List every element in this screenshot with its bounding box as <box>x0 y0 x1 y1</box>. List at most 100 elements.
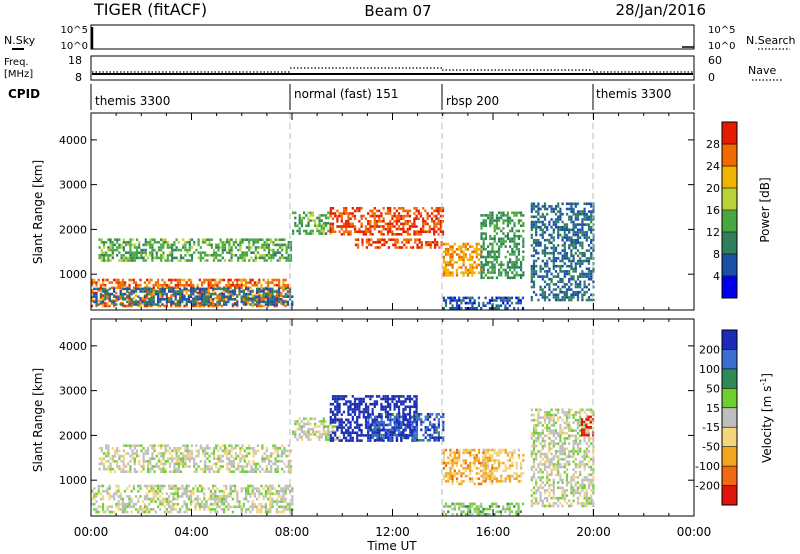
power-cell <box>424 209 427 213</box>
power-cell <box>397 233 401 236</box>
velocity-cell <box>243 454 246 458</box>
velocity-cell <box>329 434 332 437</box>
power-cell <box>587 283 591 286</box>
velocity-cell <box>117 508 120 511</box>
power-cell <box>441 220 445 223</box>
velocity-cell <box>369 397 372 401</box>
power-cell <box>379 246 382 249</box>
velocity-cell <box>269 497 272 501</box>
power-cell <box>385 241 388 244</box>
power-cell <box>532 220 536 224</box>
power-cell <box>314 224 317 228</box>
velocity-cell <box>231 497 234 501</box>
power-cell <box>353 217 357 220</box>
velocity-cell <box>122 470 125 473</box>
power-cell <box>177 248 180 252</box>
velocity-cell <box>469 451 472 454</box>
power-cell <box>230 259 233 262</box>
velocity-cell <box>449 448 452 452</box>
power-cell <box>185 281 188 284</box>
power-cell <box>188 248 191 252</box>
power-cell <box>428 227 431 231</box>
velocity-cell <box>371 431 374 435</box>
velocity-cell <box>179 510 182 514</box>
velocity-cell <box>152 495 155 498</box>
power-cell <box>347 214 350 218</box>
velocity-cell <box>356 434 359 437</box>
power-cell <box>275 303 278 306</box>
velocity-cell <box>378 395 381 398</box>
velocity-cell <box>353 400 357 403</box>
power-cell <box>447 263 450 267</box>
power-cell <box>415 214 418 218</box>
velocity-cell <box>166 444 169 447</box>
power-cell <box>574 283 577 286</box>
power-cell <box>285 248 288 252</box>
power-cell <box>190 290 193 293</box>
power-cell <box>221 241 224 244</box>
power-cell <box>530 207 533 211</box>
power-cell <box>197 238 200 241</box>
power-cell <box>194 295 197 298</box>
power-cell <box>256 241 260 244</box>
power-cell <box>176 281 179 284</box>
power-cell <box>331 217 335 220</box>
velocity-cell <box>105 452 108 455</box>
power-cell <box>585 290 588 294</box>
power-cell <box>124 251 128 254</box>
velocity-cell <box>102 452 106 455</box>
velocity-cell <box>336 428 339 432</box>
velocity-cell <box>371 395 374 398</box>
power-cell <box>289 256 293 260</box>
power-cell <box>289 243 293 247</box>
power-cell <box>475 266 478 269</box>
velocity-cell <box>431 436 434 439</box>
power-cell <box>570 238 573 242</box>
power-cell <box>229 291 232 295</box>
velocity-cell <box>380 418 383 421</box>
velocity-cell <box>248 470 251 473</box>
velocity-cell <box>477 451 481 454</box>
power-cell <box>552 251 555 255</box>
power-cell <box>113 304 116 308</box>
velocity-cell <box>431 413 434 416</box>
velocity-cell <box>422 420 425 424</box>
velocity-cell <box>226 452 229 455</box>
velocity-cell <box>194 497 197 501</box>
power-cell <box>574 280 577 284</box>
power-cell <box>345 230 348 233</box>
velocity-cell <box>411 431 414 434</box>
velocity-cell <box>340 413 343 416</box>
velocity-cell <box>415 405 418 409</box>
velocity-cell <box>212 487 215 490</box>
power-cell <box>282 300 285 304</box>
velocity-cell <box>209 508 212 511</box>
power-cell <box>248 238 251 241</box>
power-cell <box>152 303 155 306</box>
power-cell <box>480 276 483 280</box>
power-cell <box>146 256 150 260</box>
velocity-cell <box>146 492 149 496</box>
power-cell <box>426 217 429 220</box>
velocity-cell <box>142 467 145 471</box>
power-cell <box>477 242 481 246</box>
power-cell <box>241 256 244 260</box>
power-cell <box>356 207 359 210</box>
power-cell <box>175 238 178 241</box>
velocity-cell <box>404 408 407 411</box>
power-cell <box>216 302 219 305</box>
power-cell <box>587 236 591 239</box>
power-cell <box>159 283 162 287</box>
power-cell <box>408 227 412 231</box>
velocity-cell <box>121 505 124 509</box>
velocity-cell <box>228 444 231 447</box>
velocity-cell <box>367 395 370 398</box>
velocity-cell <box>353 397 357 401</box>
velocity-cell <box>271 505 274 509</box>
velocity-cell <box>382 436 385 439</box>
velocity-cell <box>420 428 423 432</box>
power-cell <box>453 307 456 310</box>
velocity-cell <box>163 497 166 501</box>
power-cell <box>574 218 577 221</box>
velocity-cell <box>111 460 114 463</box>
